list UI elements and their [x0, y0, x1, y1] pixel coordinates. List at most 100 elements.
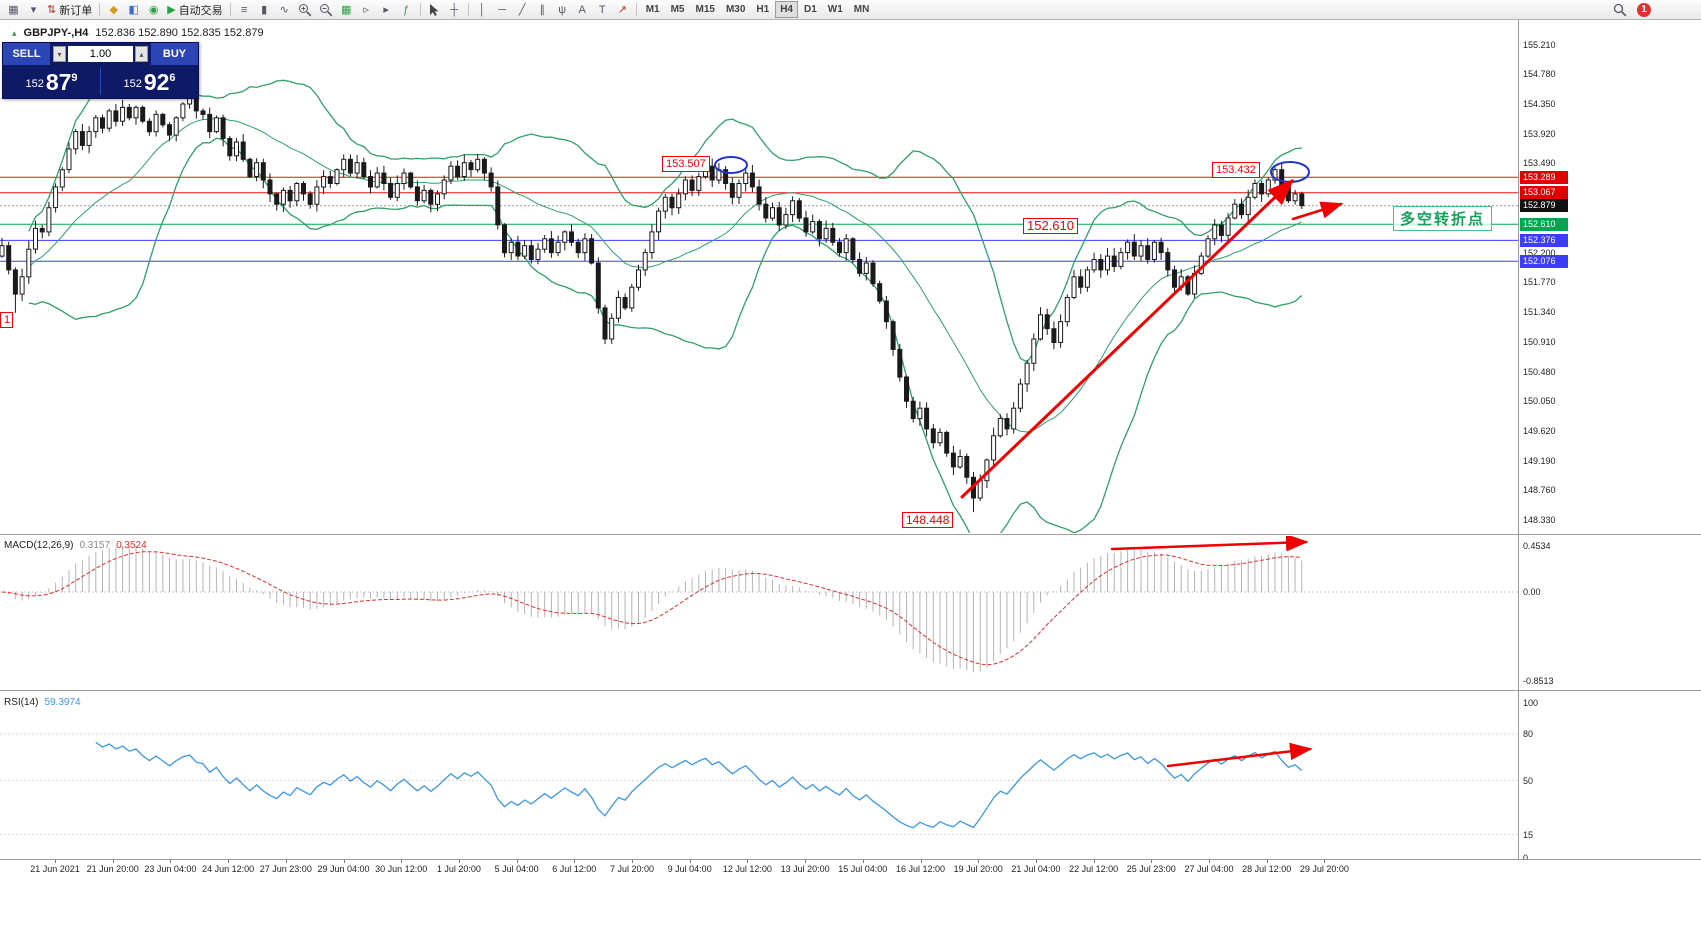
- tile-windows-icon[interactable]: ▦: [337, 1, 356, 19]
- lot-decrease-button[interactable]: ▾: [53, 46, 66, 62]
- trend-arrow[interactable]: [1110, 536, 1309, 552]
- macd-panel[interactable]: [0, 536, 1518, 690]
- bar-chart-icon[interactable]: ≡: [235, 1, 254, 19]
- panel-separator[interactable]: [0, 690, 1701, 691]
- indicators-icon[interactable]: ƒ: [397, 1, 416, 19]
- text-label-icon[interactable]: T: [593, 1, 612, 19]
- buy-price[interactable]: 152 92 6: [123, 69, 176, 95]
- macd-axis-label: -0.8513: [1523, 676, 1554, 686]
- autotrading-button[interactable]: ▶ 自动交易: [167, 4, 223, 17]
- time-axis-label: 27 Jun 23:00: [259, 864, 312, 874]
- price-axis-label: 150.910: [1523, 336, 1556, 347]
- lot-increase-button[interactable]: ▴: [135, 46, 148, 62]
- notification-badge[interactable]: 1: [1637, 2, 1651, 17]
- time-axis-label: 9 Jul 04:00: [667, 864, 712, 874]
- new-chart-icon: ▦: [8, 4, 19, 16]
- time-tick: [401, 860, 403, 863]
- buy-button[interactable]: BUY: [151, 43, 198, 65]
- price-badge: 152.376: [1520, 233, 1568, 247]
- trend-arrow[interactable]: [1166, 742, 1313, 768]
- rsi-axis-label: 50: [1523, 775, 1534, 786]
- time-axis-label: 23 Jun 04:00: [144, 864, 197, 874]
- price-badge: 153.067: [1520, 186, 1568, 200]
- one-click-trade-panel: SELL ▾ 1.00 ▴ BUY 152 87 9 152 92 6: [2, 42, 199, 99]
- time-axis-label: 21 Jun 20:00: [86, 864, 139, 874]
- time-axis-label: 6 Jul 12:00: [552, 864, 597, 874]
- panel-separator[interactable]: [0, 534, 1701, 535]
- rsi-panel[interactable]: [0, 692, 1518, 859]
- price-axis-label: 150.050: [1523, 396, 1556, 407]
- price-callout[interactable]: 153.432: [1212, 162, 1260, 178]
- lot-size-input[interactable]: 1.00: [68, 46, 133, 62]
- price-axis-label: 149.620: [1523, 426, 1556, 436]
- turning-point-label[interactable]: 多空转折点: [1393, 206, 1493, 231]
- timeframe-d1[interactable]: D1: [804, 4, 817, 15]
- price-callout[interactable]: 152.610: [1023, 218, 1078, 234]
- timeframe-h4[interactable]: H4: [775, 1, 798, 18]
- cursor-icon[interactable]: [425, 1, 444, 19]
- vertical-line-icon: │: [478, 3, 486, 16]
- price-axis-label: 148.330: [1523, 515, 1556, 526]
- time-tick: [112, 860, 114, 863]
- zoom-in-icon[interactable]: [295, 1, 315, 19]
- mql5-market-icon[interactable]: ◆: [104, 1, 123, 19]
- text-icon: A: [578, 3, 586, 16]
- candlestick-chart-icon: ▮: [261, 4, 268, 16]
- trendline-icon[interactable]: ╱: [513, 1, 532, 19]
- timeframe-m5[interactable]: M5: [670, 4, 685, 15]
- text-icon[interactable]: A: [573, 1, 592, 19]
- pitchfork-icon[interactable]: ψ: [553, 1, 572, 19]
- new-chart-icon[interactable]: ▦: [4, 1, 23, 19]
- line-chart-icon[interactable]: ∿: [275, 1, 294, 19]
- time-tick: [458, 860, 460, 863]
- channel-icon[interactable]: ∥: [533, 1, 552, 19]
- search-icon[interactable]: [1610, 1, 1630, 19]
- sell-button[interactable]: SELL: [3, 43, 50, 65]
- chart-shift-icon[interactable]: ▸: [377, 1, 396, 19]
- arrows-tool-icon[interactable]: ↗: [613, 1, 632, 19]
- news-icon[interactable]: ◉: [144, 1, 163, 19]
- macd-signal-line: [1, 551, 1302, 666]
- time-tick: [1266, 860, 1268, 863]
- time-axis-label: 13 Jul 20:00: [780, 864, 830, 874]
- sell-price[interactable]: 152 87 9: [25, 69, 78, 95]
- text-label-icon: T: [598, 3, 606, 16]
- chart-dropdown-icon[interactable]: ▾: [24, 1, 43, 19]
- horizontal-line-icon[interactable]: ─: [493, 1, 512, 19]
- vertical-line-icon[interactable]: │: [473, 1, 492, 19]
- time-axis-label: 29 Jul 20:00: [1299, 864, 1349, 874]
- bar-chart-icon: ≡: [240, 3, 248, 16]
- time-axis-label: 21 Jun 2021: [30, 864, 80, 874]
- price-lines[interactable]: [0, 176, 1518, 262]
- timeframe-h1[interactable]: H1: [756, 4, 770, 15]
- main-chart[interactable]: [0, 20, 1518, 533]
- ohlc-values: 152.836 152.890 152.835 152.879: [95, 27, 264, 39]
- auto-scroll-icon[interactable]: ▹: [357, 1, 376, 19]
- symbol-timeframe: GBPJPY-,H4: [23, 27, 89, 39]
- price-axis-label: 152.200: [1523, 247, 1556, 258]
- macd-axis-label: 0.00: [1523, 587, 1541, 597]
- toolbar-separator: [99, 3, 101, 16]
- tile-windows-icon: ▦: [340, 4, 352, 16]
- news-icon: ◉: [148, 4, 159, 16]
- community-icon: ◧: [128, 4, 139, 16]
- symbol-icon: ▴: [12, 27, 17, 38]
- price-callout[interactable]: 148.448: [902, 512, 954, 528]
- drawn-objects[interactable]: [714, 156, 1344, 499]
- timeframe-m1[interactable]: M1: [645, 4, 660, 15]
- candlestick-chart-icon[interactable]: ▮: [255, 1, 274, 19]
- price-callout[interactable]: 1: [0, 312, 13, 328]
- community-icon[interactable]: ◧: [124, 1, 143, 19]
- price-callout[interactable]: 153.507: [662, 156, 710, 172]
- zoom-out-icon[interactable]: [316, 1, 336, 19]
- toolbar: ▦ ▾ ⇅ 新订单 ◆ ◧ ◉ ▶ 自动交易 ≡ ▮ ∿ ▦ ▹ ▸ ƒ ┼ │ ─ ╱ ∥ ψ A T ↗ M1 M5 M15 M30…: [0, 0, 1701, 20]
- time-tick: [285, 860, 287, 863]
- timeframe-mn[interactable]: MN: [853, 4, 870, 15]
- horizontal-line-icon: ─: [498, 3, 507, 16]
- new-order-button[interactable]: ⇅ 新订单: [47, 4, 93, 17]
- timeframe-w1[interactable]: W1: [827, 4, 843, 15]
- channel-icon: ∥: [539, 4, 545, 16]
- timeframe-m15[interactable]: M15: [695, 4, 715, 15]
- timeframe-m30[interactable]: M30: [725, 4, 746, 15]
- crosshair-icon[interactable]: ┼: [445, 1, 464, 19]
